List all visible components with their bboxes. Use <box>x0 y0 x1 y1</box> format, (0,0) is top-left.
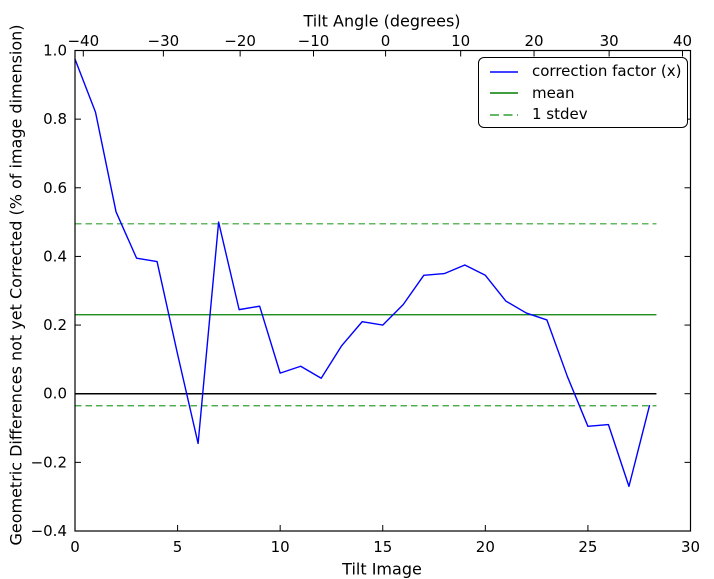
legend-item: correction factor (x) <box>489 61 687 83</box>
y-tick-label: −0.4 <box>31 522 67 540</box>
legend-line-sample <box>490 92 518 95</box>
y-tick-label: 1.0 <box>43 42 67 60</box>
x-tick-bottom-label: 10 <box>271 538 290 556</box>
x-axis-label: Tilt Image <box>342 559 422 579</box>
x-tick-top-label: −30 <box>148 32 180 50</box>
y-tick-label: 0.4 <box>43 247 67 265</box>
x-tick-top-label: 10 <box>451 32 470 50</box>
x-tick-top-label: 40 <box>673 32 692 50</box>
y-tick-label: 0.0 <box>43 385 67 403</box>
legend-item-label: 1 stdev <box>532 105 588 124</box>
y-tick-label: 0.2 <box>43 316 67 334</box>
x-tick-top-label: 0 <box>381 32 391 50</box>
legend-item: 1 stdev <box>489 104 687 126</box>
correction-factor-line <box>74 58 651 488</box>
y-axis-label: Geometric Differences not yet Corrected … <box>6 24 26 546</box>
legend-item-label: correction factor (x) <box>532 62 682 81</box>
x-tick-bottom-label: 5 <box>173 538 183 556</box>
top-axis-label: Tilt Angle (degrees) <box>303 11 461 31</box>
y-tick-label: 0.6 <box>43 179 67 197</box>
legend: correction factor (x) mean 1 stdev <box>478 57 688 128</box>
x-tick-bottom-label: 30 <box>681 538 700 556</box>
x-tick-top-label: 20 <box>524 32 543 50</box>
y-tick-label: 0.8 <box>43 110 67 128</box>
x-tick-bottom-label: 20 <box>476 538 495 556</box>
legend-item-label: mean <box>532 83 575 102</box>
x-tick-top-label: −40 <box>67 32 99 50</box>
x-tick-top-label: −20 <box>224 32 256 50</box>
legend-line-sample <box>490 114 518 116</box>
x-tick-bottom-label: 25 <box>578 538 597 556</box>
x-tick-top-label: −10 <box>298 32 330 50</box>
x-tick-top-label: 30 <box>600 32 619 50</box>
y-tick-label: −0.2 <box>31 453 67 471</box>
legend-line-sample <box>490 71 518 73</box>
legend-item: mean <box>489 83 687 105</box>
x-tick-bottom-label: 15 <box>373 538 392 556</box>
x-tick-bottom-label: 0 <box>70 538 80 556</box>
